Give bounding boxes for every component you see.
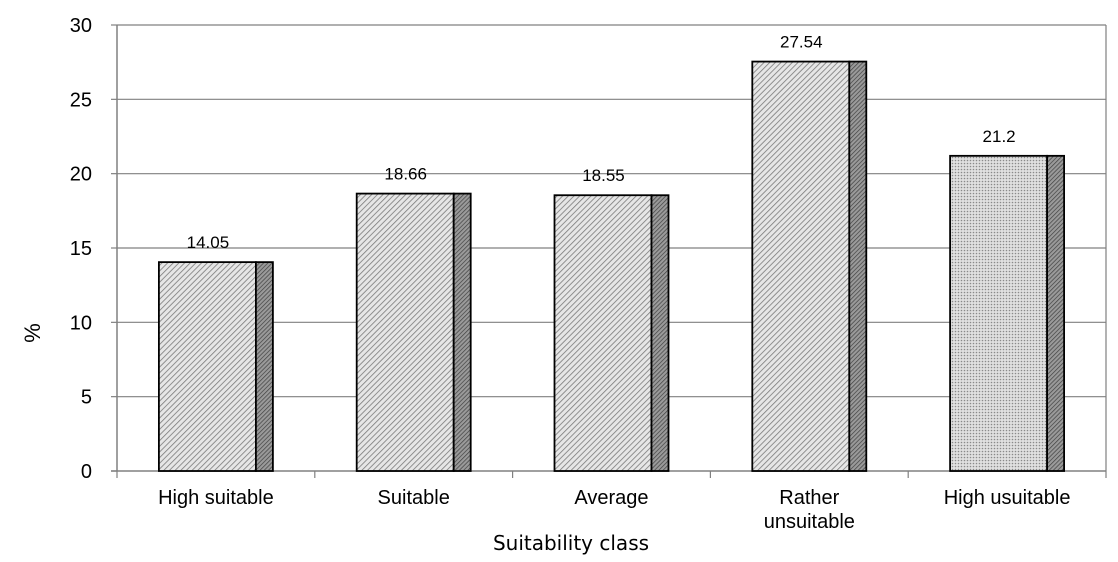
- x-tick-label-line: Rather: [779, 487, 839, 509]
- x-tick-label-line: High usuitable: [944, 487, 1071, 509]
- y-tick-label: 0: [81, 461, 92, 483]
- x-tick-label: High usuitable: [944, 487, 1071, 509]
- data-label: 18.66: [384, 165, 427, 184]
- y-tick-label: 20: [70, 164, 92, 186]
- y-tick-label: 10: [70, 312, 92, 334]
- y-tick-labels: 0 5 10 15 20 25 30: [70, 15, 117, 483]
- y-tick-label: 15: [70, 238, 92, 260]
- x-tick-label: High suitable: [158, 487, 274, 509]
- bars: [157, 60, 1065, 472]
- x-tick-label: Suitable: [378, 487, 450, 509]
- bar-side: [1046, 154, 1065, 472]
- data-label: 18.55: [582, 166, 625, 185]
- bar-high-usuitable: [949, 154, 1048, 472]
- bar-side: [650, 194, 670, 472]
- bar-side: [452, 192, 472, 472]
- x-tick-label-line: Average: [574, 487, 648, 509]
- data-label: 27.54: [780, 33, 823, 52]
- bar-high-suitable: [157, 261, 257, 472]
- x-tick-label-line: unsuitable: [764, 511, 855, 533]
- x-axis-title: Suitability class: [493, 531, 649, 555]
- y-axis-title: %: [20, 323, 45, 343]
- data-label: 14.05: [187, 233, 230, 252]
- data-label: 21.2: [983, 127, 1016, 146]
- bar-suitable: [355, 192, 455, 472]
- x-tick-label-line: High suitable: [158, 487, 274, 509]
- bar-side: [848, 60, 868, 472]
- y-tick-label: 5: [81, 387, 92, 409]
- data-labels: 14.05 18.66 18.55 27.54 21.2: [187, 33, 1016, 253]
- bar-average: [553, 194, 653, 472]
- y-tick-label: 25: [70, 89, 92, 111]
- y-tick-label: 30: [70, 15, 92, 37]
- x-tick-label-line: Suitable: [378, 487, 450, 509]
- x-tick-label: Average: [574, 487, 648, 509]
- bar-side: [254, 261, 274, 472]
- x-tick-labels: High suitable Suitable Average Rather unsuit…: [116, 471, 1107, 533]
- bar-rather-unsuitable: [751, 60, 851, 472]
- x-tick-label: Rather unsuitable: [764, 487, 855, 533]
